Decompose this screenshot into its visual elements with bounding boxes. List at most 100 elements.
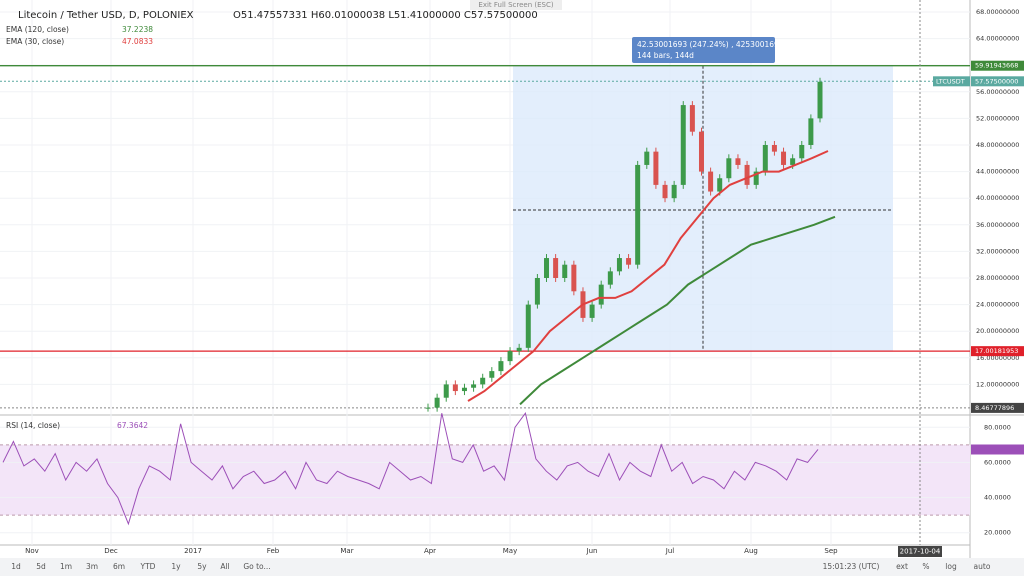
price-tick-label: 16.00000000 [976,354,1019,362]
indicator-value: 37.2238 [122,25,153,34]
range-button[interactable]: 3m [86,562,98,571]
candle [698,131,704,172]
ema-line [467,150,829,402]
candle [771,144,777,152]
rsi-price-tag [971,444,1024,455]
indicator-value: 47.0833 [122,37,153,46]
candle [626,258,632,265]
candle [489,371,495,378]
bottom-toolbar [0,558,1024,576]
toolbar-option[interactable]: log [945,562,957,571]
candle [480,377,486,385]
range-button[interactable]: Go to... [243,562,270,571]
candle [744,164,750,185]
rsi-tick-label: 60.0000 [984,458,1011,466]
price-tag-label: 17.00181953 [975,347,1018,355]
rsi-band [0,444,970,516]
candle [726,158,732,179]
candle [762,144,768,172]
toolbar-option[interactable]: ext [896,562,908,571]
indicator-name: EMA (120, close) [6,25,69,34]
exit-fullscreen[interactable]: Exit Full Screen (ESC) [478,1,553,9]
exit-fullscreen-button[interactable] [470,0,562,10]
range-button[interactable]: 1y [171,562,181,571]
ohlc: O51.47557331 H60.01000038 L51.41000000 C… [233,10,538,21]
price-tick-label: 56.00000000 [976,88,1019,96]
candle [571,264,577,292]
time-label: May [503,547,517,555]
measure-line2: 144 bars, 144d [637,51,694,60]
time-label: Aug [744,547,758,555]
cursor-price-label: 8.46777896 [975,404,1014,412]
time-label: Apr [424,547,436,555]
range-button[interactable]: 5y [197,562,207,571]
candle [516,347,522,352]
symbol-tag-label: LTCUSDT [936,77,965,85]
candle [562,264,568,278]
price-tag [971,60,1024,71]
toolbar-option: 15:01:23 (UTC) [823,562,880,571]
candle [471,384,477,388]
range-button[interactable]: 5d [36,562,46,571]
rsi-tick-label: 20.0000 [984,529,1011,537]
cursor-date: 2017-10-04 [900,548,941,556]
price-tag [971,346,1024,357]
candle [544,258,550,278]
price-tick-label: 24.00000000 [976,301,1019,309]
candle [662,184,668,199]
candle [534,277,540,305]
time-label: Feb [267,547,280,555]
candle [653,151,659,185]
candle [598,284,604,305]
range-button[interactable]: 1m [60,562,72,571]
measure-line1: 42.53001693 (247.24%) , 4253001693 [637,40,784,49]
range-button[interactable]: 6m [113,562,125,571]
candle [607,271,613,285]
ema-line [519,215,836,406]
price-tag-label: 59.91943668 [975,62,1018,70]
candle [616,258,622,272]
candle [553,258,559,278]
candle [717,178,723,192]
time-axis [0,545,1024,558]
indicator-name: EMA (30, close) [6,37,64,46]
candle [644,151,650,165]
last-price-tag [971,76,1024,87]
range-button[interactable]: 1d [11,562,21,571]
toolbar-option[interactable]: auto [974,562,991,571]
price-tick-label: 28.00000000 [976,274,1019,282]
candle [434,397,440,408]
price-tick-label: 12.00000000 [976,380,1019,388]
range-button[interactable]: YTD [140,562,156,571]
candle [781,151,787,165]
price-tick-label: 20.00000000 [976,327,1019,335]
candle [735,158,741,165]
price-tick-label: 48.00000000 [976,141,1019,149]
last-price-label: 57.57500000 [975,77,1018,85]
price-tick-label: 52.00000000 [976,114,1019,122]
candle [790,158,796,165]
candle [799,144,805,159]
candle [589,304,595,318]
candle [671,184,677,199]
range-button[interactable]: All [220,562,229,571]
price-tick-label: 44.00000000 [976,168,1019,176]
cursor-price-tag [971,402,1024,413]
candle [753,171,759,185]
price-tick-label: 32.00000000 [976,247,1019,255]
price-tick-label: 64.00000000 [976,35,1019,43]
time-label: Nov [25,547,39,555]
candle [817,81,823,119]
candle [708,171,714,192]
time-label: Sep [824,547,838,555]
rsi-name: RSI (14, close) [6,421,60,430]
candle [498,361,504,372]
time-label: Jul [665,547,675,555]
toolbar-option[interactable]: % [922,562,929,571]
candle [425,407,431,409]
candle [507,351,513,362]
time-label: 2017 [184,547,202,555]
rsi-tick-label: 40.0000 [984,494,1011,502]
candle [452,384,458,392]
